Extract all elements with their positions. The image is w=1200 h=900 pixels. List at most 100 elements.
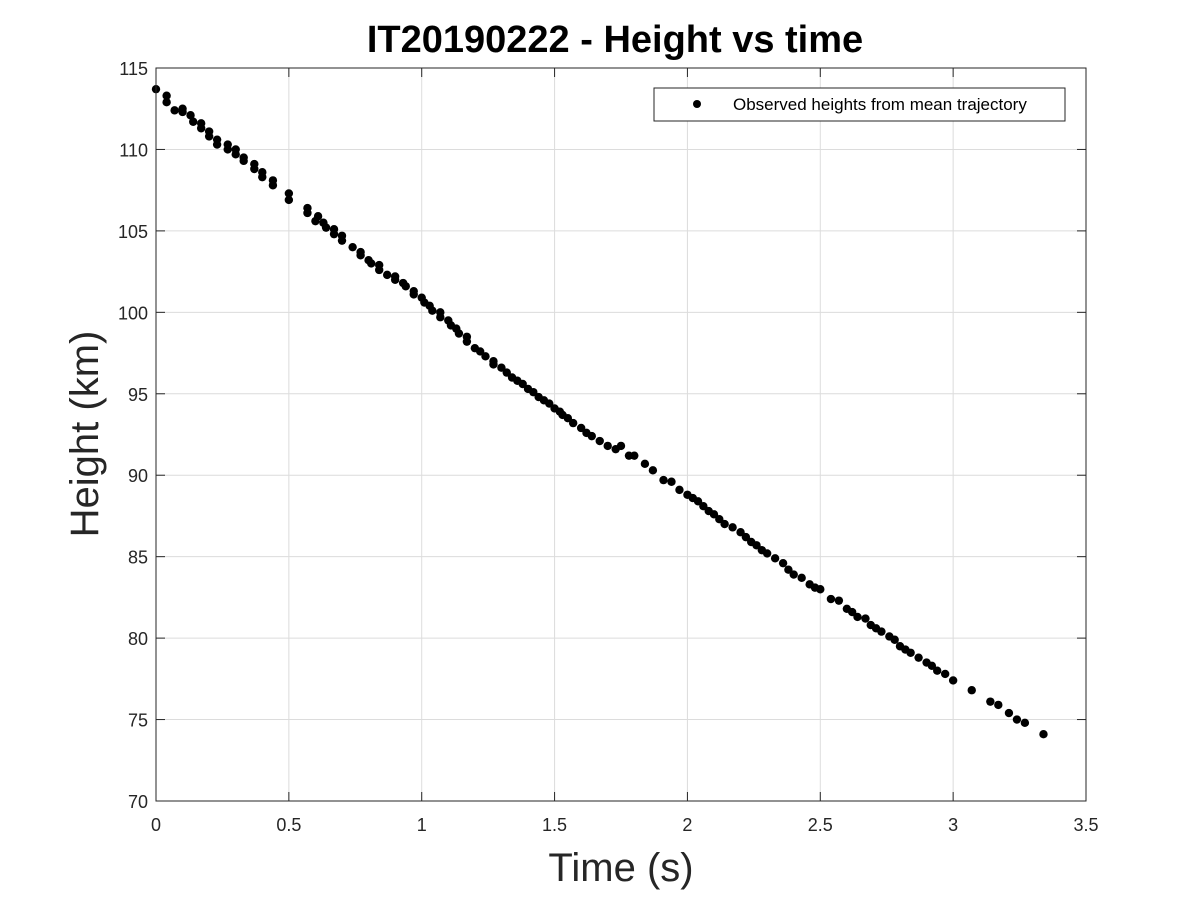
data-point: [906, 648, 915, 657]
data-point: [861, 614, 870, 623]
data-point: [303, 208, 312, 218]
data-point: [940, 669, 950, 679]
x-tick-label: 1.5: [542, 815, 567, 835]
data-point: [401, 282, 410, 291]
data-point: [752, 541, 761, 550]
data-point: [250, 159, 259, 169]
data-point: [375, 265, 384, 275]
data-point: [736, 528, 745, 537]
data-point: [778, 558, 788, 568]
data-point: [178, 104, 187, 113]
data-point: [784, 565, 793, 574]
data-point: [409, 290, 418, 299]
data-point: [313, 212, 323, 221]
y-tick-label: 70: [128, 792, 148, 812]
data-point: [715, 515, 724, 524]
data-point: [587, 431, 596, 441]
data-point: [948, 676, 958, 685]
data-point: [667, 477, 676, 486]
data-point: [797, 573, 806, 583]
y-tick-label: 95: [128, 385, 148, 405]
data-point: [709, 510, 719, 519]
data-point: [284, 189, 294, 198]
data-point: [675, 485, 684, 495]
data-point: [356, 251, 365, 260]
data-point: [223, 140, 232, 149]
data-point: [834, 596, 844, 605]
data-point: [563, 414, 573, 423]
data-point: [770, 554, 780, 563]
data-point: [454, 329, 464, 338]
y-tick-label: 90: [128, 466, 148, 486]
y-tick-label: 115: [119, 59, 148, 79]
data-point: [1004, 708, 1014, 718]
y-tick-label: 80: [128, 629, 148, 649]
data-point: [927, 661, 937, 671]
data-point: [603, 441, 612, 451]
data-point: [212, 140, 222, 149]
x-tick-label: 3: [948, 815, 958, 835]
y-tick-label: 110: [119, 140, 148, 160]
data-point: [239, 153, 248, 162]
y-tick-label: 85: [128, 548, 148, 568]
data-point: [545, 399, 554, 408]
data-point: [284, 195, 294, 205]
data-point: [630, 451, 639, 460]
data-point: [568, 418, 578, 428]
x-tick-label: 1: [417, 815, 427, 835]
plot-area-frame: [155, 67, 1087, 802]
x-tick-label: 3.5: [1073, 815, 1098, 835]
data-point: [189, 117, 198, 126]
data-point: [258, 168, 267, 177]
data-point: [502, 368, 511, 377]
data-point: [741, 532, 751, 542]
data-point: [497, 363, 506, 372]
data-point: [595, 436, 604, 446]
data-point: [576, 423, 586, 433]
x-tick-label: 2: [682, 815, 692, 835]
data-point: [986, 697, 995, 706]
data-point: [268, 176, 278, 185]
data-point: [816, 585, 825, 594]
data-point: [914, 653, 923, 662]
chart-title: IT20190222 - Height vs time: [367, 19, 863, 61]
data-point: [789, 570, 798, 579]
data-point: [728, 523, 737, 532]
y-tick-label: 100: [118, 303, 148, 323]
data-point: [518, 379, 527, 389]
data-point: [162, 98, 171, 107]
data-point: [367, 259, 376, 268]
data-point: [348, 242, 357, 252]
data-point: [933, 666, 942, 675]
data-point: [231, 145, 240, 154]
data-point: [329, 225, 339, 234]
data-point: [196, 119, 206, 128]
grid-layer: [156, 68, 1086, 801]
data-point: [693, 497, 703, 506]
data-point: [890, 635, 899, 644]
legend-box: [653, 87, 1066, 122]
data-point: [699, 501, 708, 511]
data-point: [720, 519, 729, 529]
data-point: [186, 111, 195, 120]
data-point: [847, 607, 857, 617]
data-point: [877, 627, 886, 636]
data-point: [994, 700, 1003, 710]
y-tick-label: 105: [118, 222, 148, 242]
data-point: [204, 132, 214, 141]
x-tick-label: 0: [151, 815, 161, 835]
legend: Observed heights from mean trajectory: [653, 87, 1066, 122]
ticks-layer: 0 0.5 1 1.5 2 2.5 3 3.5 70 75 80 85 90 95 100 105 110 115: [118, 59, 1099, 835]
legend-marker: [693, 100, 701, 108]
data-point: [826, 594, 836, 604]
x-axis-label: Time (s): [548, 846, 693, 890]
data-point: [170, 106, 179, 115]
data-point: [529, 387, 538, 397]
data-point: [481, 352, 490, 361]
data-point: [648, 466, 658, 475]
data-point: [640, 459, 650, 469]
data-point: [321, 223, 331, 232]
x-tick-label: 0.5: [276, 815, 301, 835]
y-tick-label: 75: [128, 711, 148, 731]
